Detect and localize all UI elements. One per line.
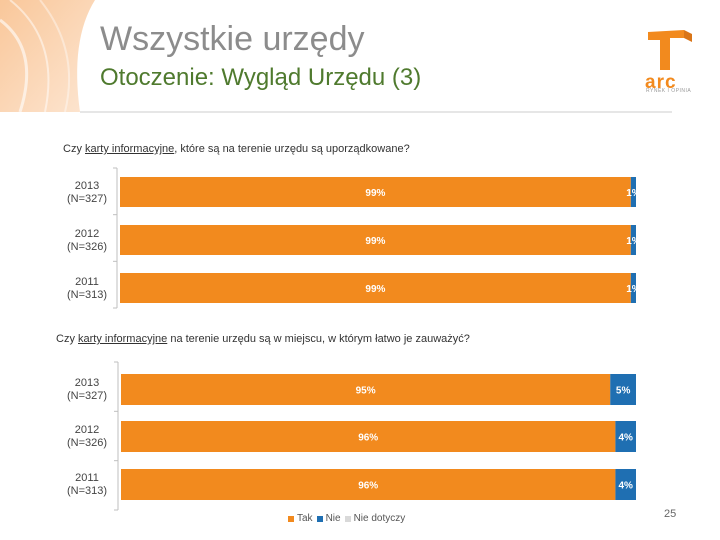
- bar-nie: [615, 421, 636, 452]
- arc-logo-icon: [648, 30, 692, 70]
- page-title: Wszystkie urzędy: [100, 20, 365, 58]
- question-1-pre: Czy: [63, 143, 85, 155]
- chart-1-category-year: 2012: [75, 228, 99, 240]
- legend-swatch-nie: [316, 515, 323, 522]
- data-label: 95%: [356, 386, 376, 397]
- data-label: 5%: [616, 386, 631, 397]
- bar-nie: [630, 273, 636, 303]
- chart-2-category-year: 2011: [75, 472, 99, 484]
- chart-1-category-n: (N=326): [67, 241, 107, 253]
- data-label: 99%: [365, 236, 385, 247]
- bar-nie: [610, 374, 636, 405]
- chart-2-category-n: (N=327): [67, 390, 107, 402]
- legend-item-tak: Tak: [288, 513, 313, 524]
- data-label: 1%: [626, 236, 641, 247]
- legend-item-nie-dotyczy: Nie dotyczy: [344, 513, 406, 524]
- bar-tak: [121, 374, 611, 405]
- question-2: Czy karty informacyjne na terenie urzędu…: [56, 333, 470, 345]
- bar-tak: [121, 469, 616, 500]
- bar-tak: [120, 225, 631, 255]
- chart-1-category-year: 2011: [75, 276, 99, 288]
- header-divider: [80, 111, 672, 113]
- chart-legend: Tak Nie Nie dotyczy: [288, 513, 405, 524]
- data-label: 96%: [358, 433, 378, 444]
- question-2-pre: Czy: [56, 333, 78, 345]
- data-label: 4%: [618, 481, 633, 492]
- bar-tak: [121, 421, 616, 452]
- chart-2-category-year: 2012: [75, 424, 99, 436]
- chart-2-category-year: 2013: [75, 377, 99, 389]
- legend-label-nie: Nie: [325, 513, 341, 524]
- legend-label-nie-dotyczy: Nie dotyczy: [353, 513, 406, 524]
- page-subtitle: Otoczenie: Wygląd Urzędu (3): [100, 64, 422, 91]
- data-label: 1%: [626, 284, 641, 295]
- bar-nie: [630, 225, 636, 255]
- legend-item-nie: Nie: [316, 513, 341, 524]
- logo-text: arc: [645, 72, 677, 93]
- data-label: 99%: [365, 284, 385, 295]
- question-2-post: na terenie urzędu są w miejscu, w którym…: [167, 333, 470, 345]
- chart-1-category-n: (N=313): [67, 289, 107, 301]
- page-number: 25: [664, 508, 677, 520]
- data-label: 99%: [365, 188, 385, 199]
- question-1-underlined: karty informacyjne: [85, 143, 175, 155]
- bar-nie: [615, 469, 636, 500]
- legend-swatch-tak: [288, 515, 294, 522]
- chart-2-category-n: (N=326): [67, 437, 107, 449]
- bar-nie: [630, 177, 636, 207]
- chart-2-category-n: (N=313): [67, 485, 107, 497]
- chart-1-category-n: (N=327): [67, 193, 107, 205]
- header-decoration: [0, 0, 95, 112]
- question-1: Czy karty informacyjne, które są na tere…: [63, 143, 410, 155]
- bar-tak: [120, 273, 631, 303]
- legend-swatch-nie-dotyczy: [344, 515, 351, 522]
- bar-tak: [120, 177, 631, 207]
- chart-1-category-year: 2013: [75, 180, 99, 192]
- data-label: 1%: [626, 188, 641, 199]
- data-label: 96%: [358, 481, 378, 492]
- legend-label-tak: Tak: [297, 513, 313, 524]
- logo-tagline: RYNEK I OPINIA: [646, 88, 692, 94]
- question-1-post: , które są na terenie urzędu są uporządk…: [174, 143, 410, 155]
- data-label: 4%: [618, 433, 633, 444]
- question-2-underlined: karty informacyjne: [78, 333, 168, 345]
